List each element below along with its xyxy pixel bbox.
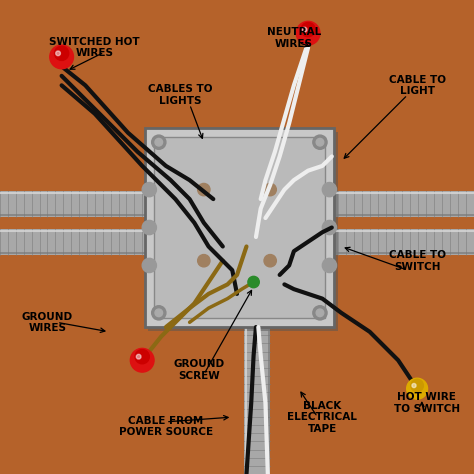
- Wedge shape: [51, 49, 73, 59]
- Circle shape: [136, 355, 141, 359]
- Circle shape: [155, 138, 163, 146]
- Circle shape: [130, 348, 154, 372]
- Text: CABLES TO
LIGHTS: CABLES TO LIGHTS: [148, 84, 212, 106]
- Text: CABLE TO
SWITCH: CABLE TO SWITCH: [389, 250, 446, 272]
- Circle shape: [50, 45, 73, 69]
- FancyBboxPatch shape: [145, 128, 334, 327]
- Circle shape: [301, 23, 315, 37]
- Text: BLACK
ELECTRICAL
TAPE: BLACK ELECTRICAL TAPE: [287, 401, 357, 434]
- Circle shape: [411, 379, 423, 392]
- Circle shape: [412, 383, 416, 388]
- Text: SWITCHED HOT
WIRES: SWITCHED HOT WIRES: [49, 36, 140, 58]
- Wedge shape: [131, 352, 153, 362]
- Text: GROUND
SCREW: GROUND SCREW: [173, 359, 225, 381]
- FancyBboxPatch shape: [322, 191, 474, 217]
- Text: CABLE FROM
POWER SOURCE: CABLE FROM POWER SOURCE: [119, 416, 213, 438]
- FancyBboxPatch shape: [154, 137, 325, 318]
- Circle shape: [248, 276, 259, 288]
- FancyBboxPatch shape: [245, 327, 270, 474]
- Circle shape: [155, 309, 163, 317]
- Circle shape: [135, 350, 149, 364]
- Circle shape: [313, 135, 327, 149]
- Circle shape: [302, 27, 307, 32]
- Circle shape: [316, 138, 324, 146]
- Circle shape: [322, 220, 337, 235]
- Circle shape: [55, 46, 69, 61]
- Circle shape: [264, 183, 276, 196]
- Text: NEUTRAL
WIRES: NEUTRAL WIRES: [267, 27, 321, 49]
- Wedge shape: [407, 382, 427, 391]
- FancyBboxPatch shape: [0, 229, 166, 255]
- Circle shape: [152, 306, 166, 320]
- Text: CABLE TO
LIGHT: CABLE TO LIGHT: [389, 74, 446, 96]
- Circle shape: [264, 255, 276, 267]
- Circle shape: [198, 255, 210, 267]
- FancyBboxPatch shape: [148, 132, 338, 331]
- Circle shape: [142, 258, 156, 273]
- Text: GROUND
WIRES: GROUND WIRES: [22, 311, 73, 333]
- Circle shape: [142, 182, 156, 197]
- FancyBboxPatch shape: [0, 191, 166, 217]
- FancyBboxPatch shape: [322, 229, 474, 255]
- Circle shape: [313, 306, 327, 320]
- Circle shape: [316, 309, 324, 317]
- Circle shape: [322, 182, 337, 197]
- Text: HOT WIRE
TO SWITCH: HOT WIRE TO SWITCH: [393, 392, 460, 414]
- Wedge shape: [297, 25, 319, 35]
- Circle shape: [407, 378, 428, 399]
- Circle shape: [296, 21, 320, 45]
- Circle shape: [322, 258, 337, 273]
- Circle shape: [142, 220, 156, 235]
- Circle shape: [152, 135, 166, 149]
- Circle shape: [198, 183, 210, 196]
- Circle shape: [56, 51, 61, 56]
